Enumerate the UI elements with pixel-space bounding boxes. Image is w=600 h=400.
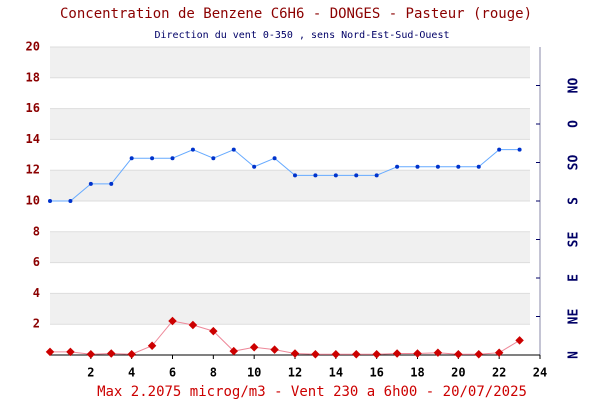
data-point	[249, 343, 259, 352]
data-point	[290, 349, 300, 358]
y2-tick-label: E	[567, 274, 582, 282]
y2-tick-label: NE	[567, 309, 582, 325]
data-point	[231, 147, 236, 152]
y-tick-label: 14	[26, 132, 40, 146]
data-point	[109, 181, 114, 186]
x-tick-label: 8	[210, 366, 217, 380]
chart-subtitle: Direction du vent 0-350 , sens Nord-Est-…	[154, 30, 449, 41]
data-point	[311, 349, 320, 359]
y-tick-label: 18	[26, 70, 40, 84]
data-point	[331, 349, 341, 359]
data-point	[515, 336, 524, 345]
data-point	[48, 199, 52, 203]
data-point	[252, 164, 257, 169]
data-point	[433, 348, 443, 357]
y2-tick-label: S	[567, 197, 582, 205]
y-tick-label: 10	[26, 194, 40, 208]
data-point	[209, 326, 218, 336]
data-point	[127, 349, 136, 359]
data-point	[229, 346, 238, 356]
grid-band	[50, 170, 530, 201]
data-point	[86, 349, 96, 359]
data-point	[68, 199, 73, 203]
data-point	[392, 349, 402, 358]
y2-tick-label: NO	[567, 78, 582, 94]
data-point	[494, 348, 504, 357]
data-point	[454, 349, 463, 359]
data-point	[497, 147, 502, 152]
y-tick-label: 6	[33, 255, 40, 269]
x-tick-label: 14	[329, 366, 343, 380]
data-point	[129, 156, 134, 161]
data-point	[395, 164, 400, 169]
data-point	[188, 320, 198, 330]
data-point	[66, 347, 75, 357]
data-point	[272, 156, 277, 161]
data-point	[415, 164, 420, 169]
series-line	[50, 320, 520, 355]
x-tick-label: 4	[128, 366, 135, 380]
x-tick-label: 12	[288, 366, 302, 380]
data-point	[354, 173, 359, 178]
data-point	[476, 164, 481, 169]
x-tick-label: 18	[410, 366, 424, 380]
grid-band	[50, 231, 530, 263]
data-point	[45, 347, 55, 357]
chart-footer: Max 2.2075 microg/m3 - Vent 230 a 6h00 -…	[97, 384, 527, 400]
data-point	[372, 349, 381, 359]
data-point	[313, 173, 318, 178]
data-point	[107, 349, 116, 358]
y-tick-label: 20	[26, 40, 40, 54]
data-point	[88, 181, 93, 186]
y2-tick-label: SO	[567, 155, 582, 171]
data-point	[456, 164, 461, 169]
x-tick-label: 24	[533, 366, 547, 380]
grid-band	[50, 293, 530, 325]
data-point	[352, 349, 361, 359]
y-tick-label: 16	[26, 101, 40, 115]
x-tick-label: 22	[492, 366, 506, 380]
series-line	[50, 149, 520, 202]
data-point	[147, 341, 157, 351]
grid-band	[50, 108, 530, 140]
data-point	[413, 349, 422, 358]
x-tick-label: 16	[369, 366, 383, 380]
y-tick-label: 4	[33, 286, 40, 300]
data-point	[293, 173, 297, 178]
data-point	[211, 156, 216, 161]
y2-tick-label: N	[567, 351, 582, 359]
data-point	[270, 345, 279, 354]
data-point	[435, 164, 440, 169]
data-point	[374, 173, 379, 178]
chart-title: Concentration de Benzene C6H6 - DONGES -…	[60, 6, 532, 22]
data-point	[168, 316, 177, 326]
data-point	[170, 156, 175, 161]
data-point	[474, 349, 483, 359]
y2-tick-label: O	[567, 120, 582, 128]
x-tick-label: 20	[451, 366, 465, 380]
y-tick-label: 8	[33, 224, 40, 238]
grid-band	[50, 47, 530, 78]
data-point	[517, 147, 522, 152]
x-tick-label: 2	[87, 366, 94, 380]
x-tick-label: 6	[169, 366, 176, 380]
x-tick-label: 10	[247, 366, 261, 380]
y2-tick-label: SE	[567, 232, 582, 248]
data-point	[150, 156, 155, 161]
y-tick-label: 12	[26, 163, 40, 177]
data-point	[190, 147, 195, 152]
y-tick-label: 2	[33, 317, 40, 331]
data-point	[333, 173, 338, 178]
